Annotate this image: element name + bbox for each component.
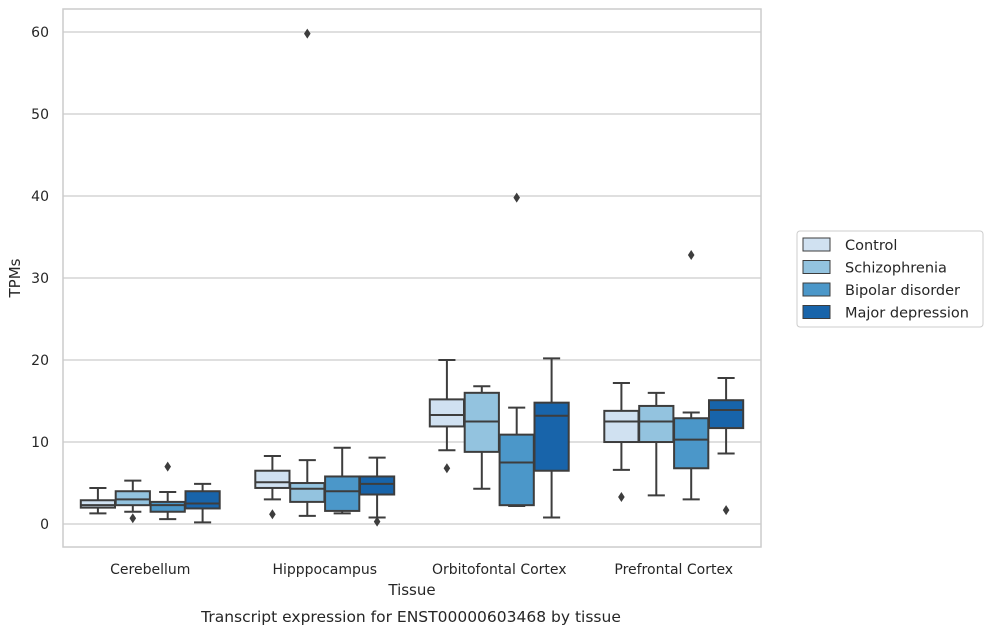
chart-caption: Transcript expression for ENST0000060346… xyxy=(200,608,621,626)
box-iqr xyxy=(498,433,535,507)
y-tick-label: 40 xyxy=(31,189,49,205)
x-tick-label: Hipppocampus xyxy=(272,562,377,578)
box-iqr xyxy=(638,404,675,444)
legend-label: Control xyxy=(845,238,897,254)
y-tick-label: 10 xyxy=(31,435,49,451)
outlier-point xyxy=(618,491,625,502)
legend-label: Major depression xyxy=(845,306,969,322)
outlier-point xyxy=(373,516,381,527)
outlier-point xyxy=(687,250,695,261)
legend-label: Bipolar disorder xyxy=(845,283,960,299)
box-groups xyxy=(79,28,745,527)
box-iqr xyxy=(184,490,221,510)
box-iqr xyxy=(358,475,396,496)
box-iqr xyxy=(324,475,361,512)
y-axis-ticks: 0 10 20 30 40 50 60 xyxy=(31,25,49,533)
box-1-2 xyxy=(324,446,361,515)
legend-swatch xyxy=(802,237,831,252)
box-3-3 xyxy=(707,377,745,516)
y-tick-label: 20 xyxy=(31,353,49,369)
box-3-2 xyxy=(673,250,710,501)
box-iqr xyxy=(79,499,117,509)
x-tick-label: Prefrontal Cortex xyxy=(614,562,733,578)
x-axis-label: Tissue xyxy=(387,581,435,599)
box-iqr xyxy=(114,490,151,507)
box-iqr xyxy=(254,469,291,489)
box-2-1 xyxy=(463,385,500,490)
y-axis-label: TPMs xyxy=(6,258,24,298)
y-tick-label: 30 xyxy=(31,271,49,287)
y-tick-label: 50 xyxy=(31,107,49,123)
box-iqr xyxy=(533,401,570,472)
x-tick-label: Orbitofontal Cortex xyxy=(432,562,567,578)
box-2-3 xyxy=(533,357,570,519)
legend-frame xyxy=(796,230,984,328)
outlier-point xyxy=(513,192,520,203)
legend-swatch xyxy=(802,282,831,297)
box-iqr xyxy=(149,500,186,513)
outlier-point xyxy=(722,505,730,516)
box-1-0 xyxy=(254,454,291,520)
box-iqr xyxy=(603,409,640,444)
plot-area: 0 10 20 30 40 50 60 Cerebellum Hipppocampus Orbi… xyxy=(31,8,762,578)
x-tick-label: Cerebellum xyxy=(110,562,190,578)
outlier-point xyxy=(304,28,311,39)
box-1-3 xyxy=(358,456,396,527)
box-2-0 xyxy=(428,359,466,474)
box-0-1 xyxy=(114,479,151,524)
box-iqr xyxy=(289,482,326,503)
outlier-point xyxy=(443,463,451,474)
outlier-point xyxy=(164,461,171,472)
legend-swatch xyxy=(802,305,831,319)
legend: Control Schizophrenia Bipolar disorder Majo… xyxy=(796,230,984,328)
box-3-1 xyxy=(638,391,675,497)
box-iqr xyxy=(707,399,745,430)
outlier-point xyxy=(269,509,276,520)
legend-label: Schizophrenia xyxy=(845,261,947,277)
legend-swatch xyxy=(802,260,831,274)
box-iqr xyxy=(673,417,710,470)
box-3-0 xyxy=(603,381,640,502)
outlier-point xyxy=(129,513,137,524)
box-iqr xyxy=(428,398,466,428)
x-axis-ticks: Cerebellum Hipppocampus Orbitofontal Corte… xyxy=(110,562,733,578)
y-tick-label: 60 xyxy=(31,25,49,41)
box-2-2 xyxy=(498,192,535,507)
box-0-3 xyxy=(184,482,221,524)
y-tick-label: 0 xyxy=(40,517,49,533)
